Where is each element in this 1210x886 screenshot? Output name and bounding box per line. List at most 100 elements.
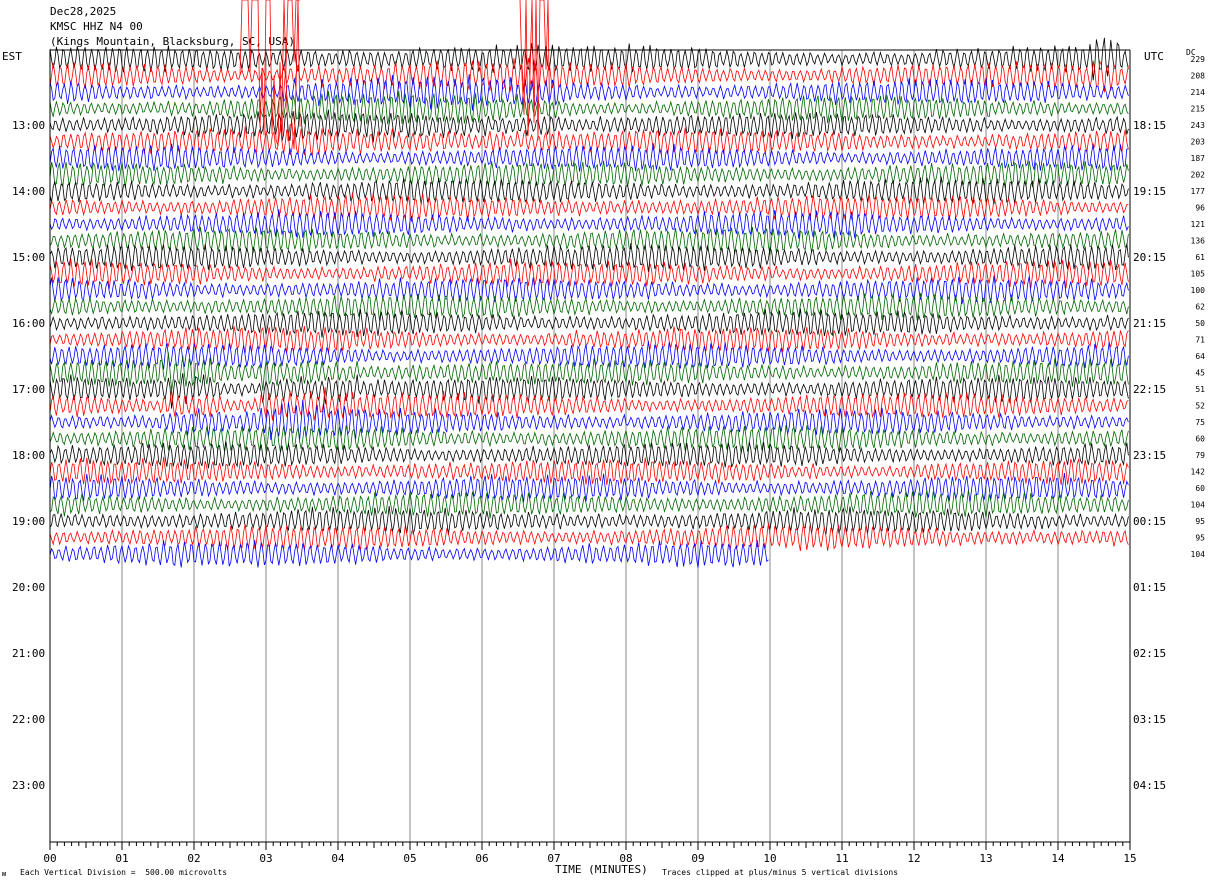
dc-offset-label: 75 <box>1195 418 1205 427</box>
seismic-trace-row <box>49 308 1129 338</box>
dc-offset-label: 187 <box>1191 154 1206 163</box>
station-code: KMSC HHZ N4 00 <box>50 20 143 33</box>
right-hour-label: 04:15 <box>1133 779 1166 792</box>
seismic-trace-row <box>49 456 1129 486</box>
dc-offset-label: 64 <box>1195 352 1205 361</box>
seismic-trace-row <box>49 341 1129 370</box>
left-hour-label: 15:00 <box>12 251 45 264</box>
x-tick-label: 06 <box>475 852 488 865</box>
left-hour-label: 23:00 <box>12 779 45 792</box>
corner-mark: ᴍ <box>2 870 7 878</box>
x-tick-label: 09 <box>691 852 704 865</box>
left-hour-label: 21:00 <box>12 647 45 660</box>
dc-offset-label: 136 <box>1191 237 1206 246</box>
dc-offset-label: 50 <box>1195 319 1205 328</box>
seismic-trace-row <box>49 540 769 568</box>
seismic-trace-row <box>49 192 1129 222</box>
right-hour-label: 22:15 <box>1133 383 1166 396</box>
dc-offset-label: 104 <box>1191 550 1206 559</box>
seismic-trace-row <box>49 242 1129 272</box>
x-tick-label: 00 <box>43 852 56 865</box>
x-tick-label: 07 <box>547 852 560 865</box>
dc-offset-label: 215 <box>1191 105 1206 114</box>
seismic-trace-row <box>49 176 1129 205</box>
left-hour-label: 19:00 <box>12 515 45 528</box>
dc-offset-label: 208 <box>1191 72 1206 81</box>
scale-note: Each Vertical Division = 500.00 microvol… <box>20 868 228 877</box>
x-tick-label: 03 <box>259 852 272 865</box>
seismic-trace-row <box>49 227 1129 255</box>
x-tick-label: 14 <box>1051 852 1065 865</box>
seismic-trace-row <box>49 441 1129 470</box>
dc-offset-label: 51 <box>1195 385 1205 394</box>
x-tick-label: 01 <box>115 852 128 865</box>
dc-offset-label: 142 <box>1191 468 1206 477</box>
dc-offset-label: 229 <box>1191 55 1206 64</box>
x-tick-label: 13 <box>979 852 992 865</box>
left-hour-label: 17:00 <box>12 383 45 396</box>
left-hour-label: 16:00 <box>12 317 45 330</box>
left-timezone-label: EST <box>2 50 22 63</box>
dc-offset-label: 203 <box>1191 138 1206 147</box>
right-hour-label: 19:15 <box>1133 185 1166 198</box>
seismic-traces <box>49 0 1129 568</box>
dc-offset-label: 214 <box>1191 88 1206 97</box>
dc-offset-label: 121 <box>1191 220 1206 229</box>
dc-offset-label: 105 <box>1191 270 1206 279</box>
clipped-event-trace <box>519 0 551 145</box>
left-hour-label: 13:00 <box>12 119 45 132</box>
seismic-trace-row <box>49 74 1129 111</box>
right-hour-label: 21:15 <box>1133 317 1166 330</box>
dc-offset-label: 60 <box>1195 435 1205 444</box>
dc-offset-label: 104 <box>1191 501 1206 510</box>
dc-offset-label: 95 <box>1195 534 1205 543</box>
seismic-trace-row <box>49 275 1129 305</box>
left-hour-label: 18:00 <box>12 449 45 462</box>
left-hour-label: 20:00 <box>12 581 45 594</box>
seismic-trace-row <box>49 160 1129 189</box>
right-hour-label: 20:15 <box>1133 251 1166 264</box>
axes <box>49 49 1131 850</box>
dc-offset-label: 96 <box>1195 204 1205 213</box>
dc-offset-label: 62 <box>1195 303 1205 312</box>
right-hour-label: 02:15 <box>1133 647 1166 660</box>
seismic-trace-row <box>49 109 1129 143</box>
dc-offset-label: 45 <box>1195 369 1205 378</box>
dc-offset-label: 177 <box>1191 187 1206 196</box>
seismic-trace-row <box>49 143 1129 172</box>
clipped-event-trace <box>279 0 300 150</box>
x-tick-label: 11 <box>835 852 848 865</box>
seismic-trace-row <box>49 352 1129 391</box>
seismic-trace-row <box>49 489 1129 519</box>
x-tick-label: 10 <box>763 852 776 865</box>
dc-offset-label: 100 <box>1191 286 1206 295</box>
dc-offset-label: 61 <box>1195 253 1205 262</box>
x-axis-title: TIME (MINUTES) <box>555 863 648 876</box>
dc-offset-label: 95 <box>1195 517 1205 526</box>
axis-labels: 00 01 02 03 04 05 06 07 08 09 10 11 12 13 14 15 13:00 14:… <box>12 55 1205 865</box>
seismic-trace-row <box>49 506 1129 535</box>
dc-offset-label: 79 <box>1195 451 1205 460</box>
right-hour-label: 03:15 <box>1133 713 1166 726</box>
seismic-trace-row <box>49 523 1129 552</box>
seismic-trace-row <box>49 399 1129 441</box>
seismic-trace-row <box>49 258 1129 290</box>
dc-offset-label: 71 <box>1195 336 1205 345</box>
seismic-trace-row <box>49 472 1129 503</box>
dc-offset-label: 202 <box>1191 171 1206 180</box>
left-hour-label: 14:00 <box>12 185 45 198</box>
x-tick-label: 05 <box>403 852 416 865</box>
dc-offset-label: 243 <box>1191 121 1206 130</box>
seismic-trace-row <box>49 387 1129 421</box>
right-timezone-label: UTC <box>1144 50 1164 63</box>
x-tick-label: 15 <box>1123 852 1136 865</box>
station-location: (Kings Mountain, Blacksburg, SC, USA) <box>50 35 296 48</box>
dc-offset-label: 60 <box>1195 484 1205 493</box>
seismic-trace-row <box>49 423 1129 454</box>
right-hour-label: 18:15 <box>1133 119 1166 132</box>
x-tick-label: 08 <box>619 852 632 865</box>
x-tick-label: 12 <box>907 852 920 865</box>
plot-date: Dec28,2025 <box>50 5 117 18</box>
seismic-trace-row <box>49 293 1129 322</box>
